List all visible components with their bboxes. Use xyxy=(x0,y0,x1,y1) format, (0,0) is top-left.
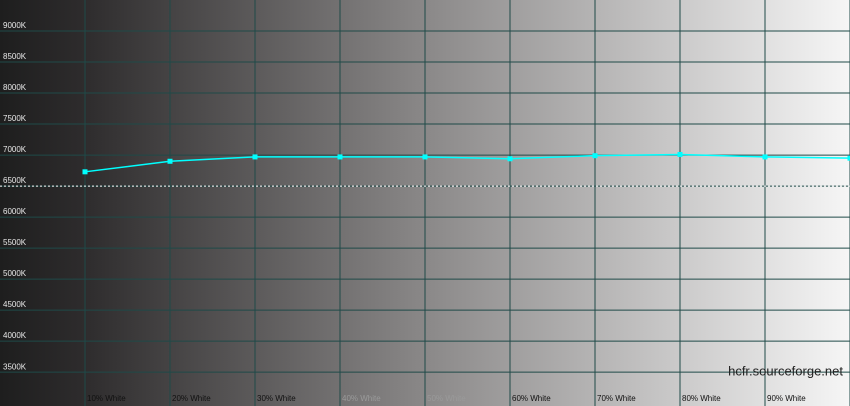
data-point xyxy=(762,154,768,160)
x-tick-label: 20% White xyxy=(172,394,211,403)
x-tick-label: 90% White xyxy=(767,394,806,403)
data-point xyxy=(507,156,513,162)
y-tick-label: 8000K xyxy=(3,83,27,92)
x-tick-label: 80% White xyxy=(682,394,721,403)
data-point xyxy=(337,154,343,160)
x-tick-label: 30% White xyxy=(257,394,296,403)
data-point xyxy=(167,158,173,164)
y-tick-label: 4500K xyxy=(3,300,27,309)
y-tick-label: 9000K xyxy=(3,21,27,30)
x-tick-label: 50% White xyxy=(427,394,466,403)
y-tick-label: 5500K xyxy=(3,238,27,247)
x-tick-label: 70% White xyxy=(597,394,636,403)
watermark: hcfr.sourceforge.net xyxy=(728,363,843,378)
y-tick-label: 4000K xyxy=(3,331,27,340)
data-point xyxy=(592,153,598,159)
x-tick-label: 40% White xyxy=(342,394,381,403)
series-line xyxy=(84,153,850,173)
x-tick-label: 60% White xyxy=(512,394,551,403)
data-point xyxy=(847,155,850,161)
y-tick-label: 6000K xyxy=(3,207,27,216)
data-point xyxy=(677,151,683,157)
y-tick-label: 3500K xyxy=(3,362,27,371)
data-point xyxy=(252,154,258,160)
y-tick-label: 6500K xyxy=(3,176,27,185)
y-tick-label: 5000K xyxy=(3,269,27,278)
y-tick-label: 7000K xyxy=(3,145,27,154)
x-tick-label: 10% White xyxy=(87,394,126,403)
y-tick-label: 7500K xyxy=(3,114,27,123)
y-tick-label: 8500K xyxy=(3,52,27,61)
data-point xyxy=(82,169,88,175)
data-point xyxy=(422,154,428,160)
